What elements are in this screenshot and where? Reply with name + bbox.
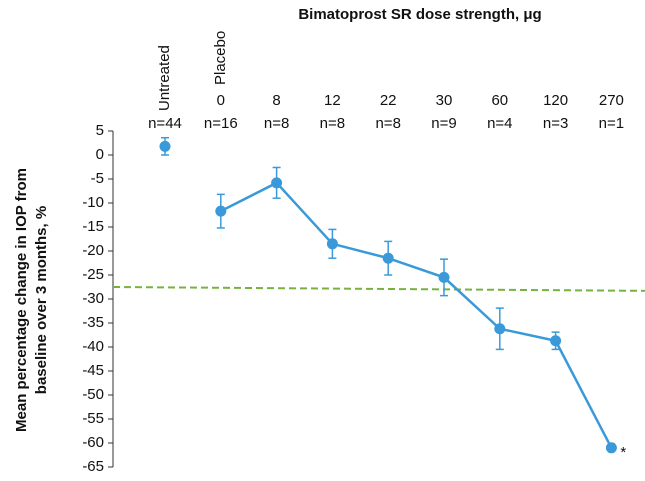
point: [159, 140, 171, 152]
y-tick-label: -35: [82, 314, 104, 331]
group-label: Untreated: [156, 45, 173, 111]
line: [220, 181, 613, 449]
n-label: n=44: [148, 115, 182, 132]
y-tick-label: -25: [82, 266, 104, 283]
y-tick-label: -65: [82, 458, 104, 475]
n-label: n=3: [543, 115, 568, 132]
y-tick-label: -10: [82, 194, 104, 211]
point: [382, 252, 394, 264]
y-axis-label: baseline over 3 months, %: [33, 206, 50, 394]
point: [215, 205, 227, 217]
x-tick-label: 30: [436, 92, 453, 109]
y-tick-label: -60: [82, 434, 104, 451]
y-tick-label: 0: [96, 146, 104, 163]
n-label: n=9: [431, 115, 456, 132]
n-label: n=1: [599, 115, 624, 132]
y-tick-label: -15: [82, 218, 104, 235]
y-tick-label: -45: [82, 362, 104, 379]
y-tick-label: -40: [82, 338, 104, 355]
point: [550, 335, 562, 347]
n-label: n=8: [264, 115, 289, 132]
x-tick-label: 270: [599, 92, 624, 109]
point: [494, 323, 506, 335]
y-tick-label: -50: [82, 386, 104, 403]
chart-title: Bimatoprost SR dose strength, μg: [298, 6, 541, 23]
point: [605, 442, 617, 454]
y-axis-label: Mean percentage change in IOP from: [13, 168, 30, 432]
y-tick-label: -55: [82, 410, 104, 427]
x-tick-label: 0: [217, 92, 225, 109]
reference-line: [112, 286, 645, 292]
x-tick-label: 60: [491, 92, 508, 109]
n-label: n=8: [320, 115, 345, 132]
n-label: n=4: [487, 115, 512, 132]
y-tick-label: -30: [82, 290, 104, 307]
y-tick-label: 5: [96, 122, 104, 139]
point: [438, 271, 450, 283]
point: [326, 238, 338, 250]
annotation: *: [620, 444, 626, 461]
point: [271, 177, 283, 189]
n-label: n=8: [375, 115, 400, 132]
x-tick-label: 22: [380, 92, 397, 109]
n-label: n=16: [204, 115, 238, 132]
x-tick-label: 8: [272, 92, 280, 109]
x-tick-label: 12: [324, 92, 341, 109]
x-tick-label: 120: [543, 92, 568, 109]
group-label: Placebo: [212, 31, 229, 85]
y-tick-label: -20: [82, 242, 104, 259]
y-tick-label: -5: [91, 170, 104, 187]
